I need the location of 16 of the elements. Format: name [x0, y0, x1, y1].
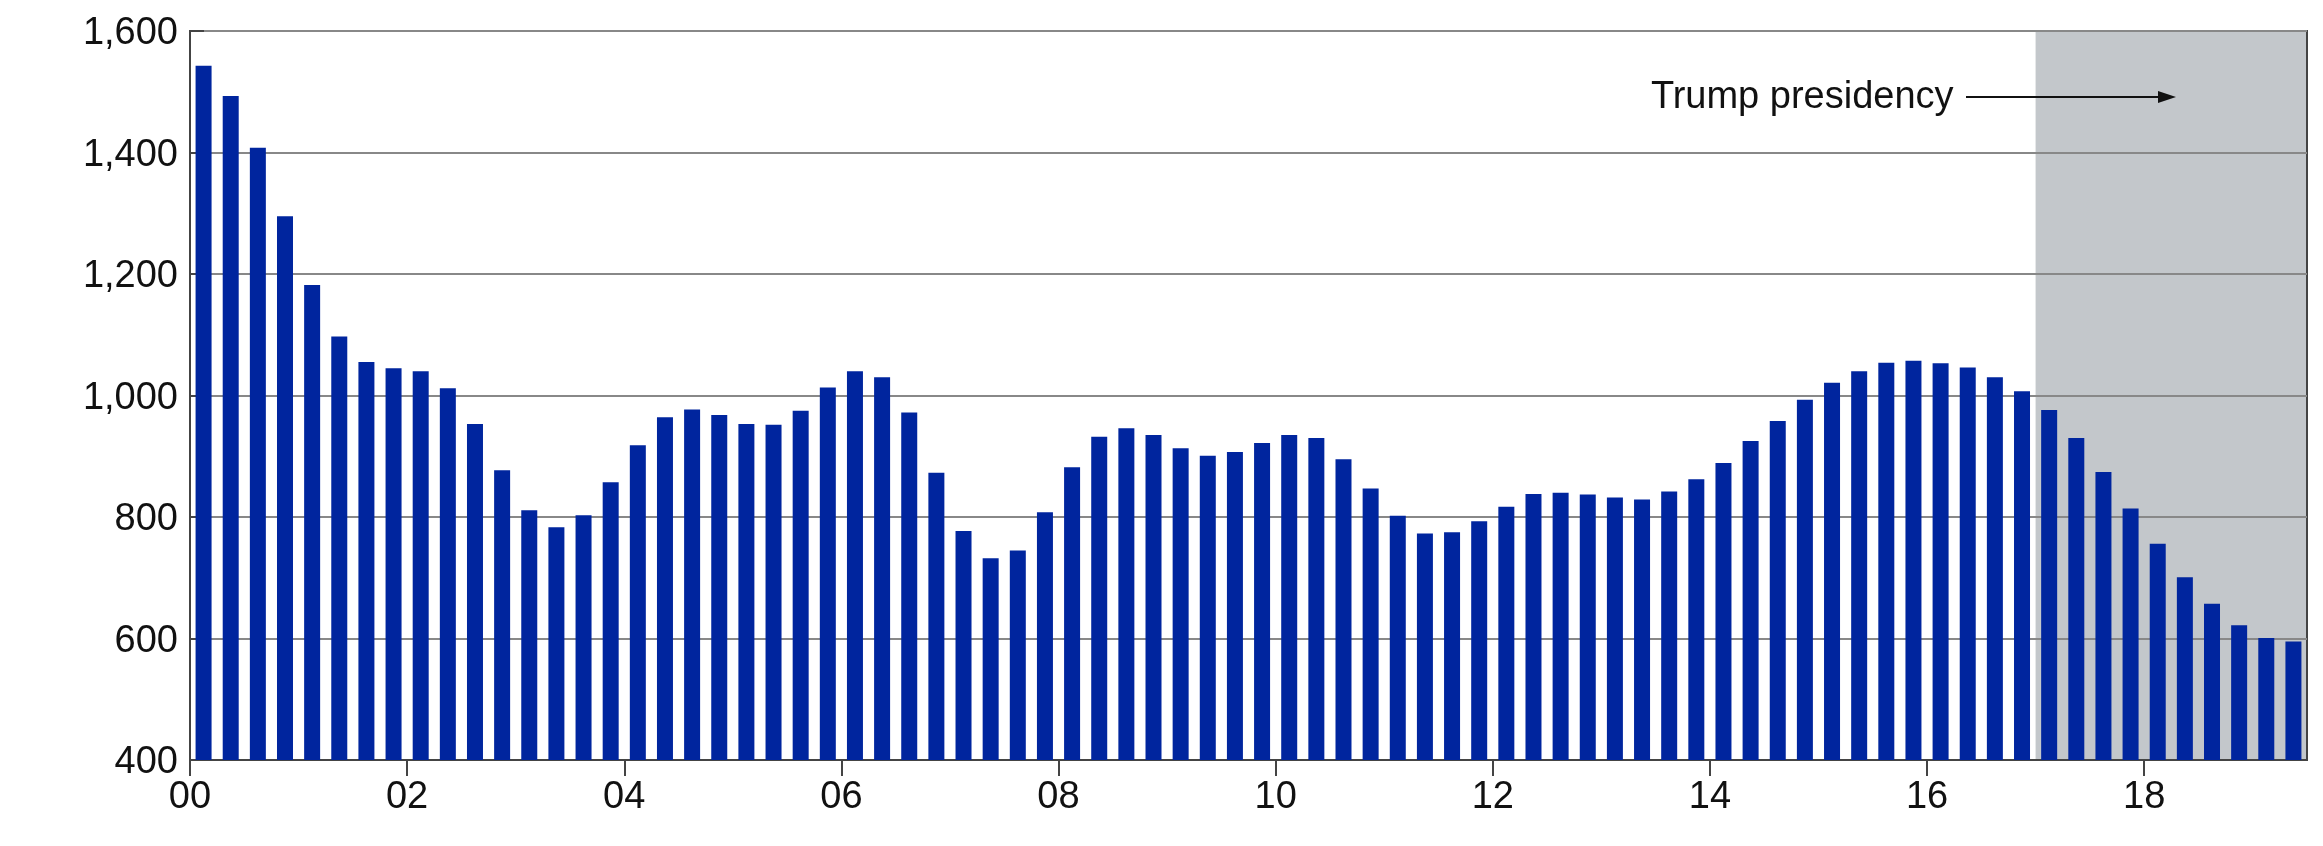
x-tick-label: 08 [1037, 774, 1080, 816]
band-label: Trump presidency [1650, 74, 1954, 116]
y-tick-label: 1,400 [82, 131, 178, 174]
x-tick-label: 16 [1905, 774, 1949, 816]
y-tick-label: 1,000 [82, 374, 178, 417]
y-tick-label: 600 [114, 617, 178, 660]
x-tick-label: 18 [2123, 774, 2166, 816]
y-tick-label: 800 [114, 496, 178, 538]
x-tick-label: 04 [603, 774, 646, 816]
y-tick-label: 1,600 [82, 10, 178, 52]
x-tick-label: 14 [1688, 774, 1732, 816]
y-tick-label: 1,200 [82, 253, 178, 295]
x-tick-label: 12 [1471, 774, 1514, 816]
x-tick-label: 10 [1254, 774, 1297, 816]
x-tick-label: 02 [385, 774, 429, 816]
x-tick-label: 06 [820, 774, 863, 816]
